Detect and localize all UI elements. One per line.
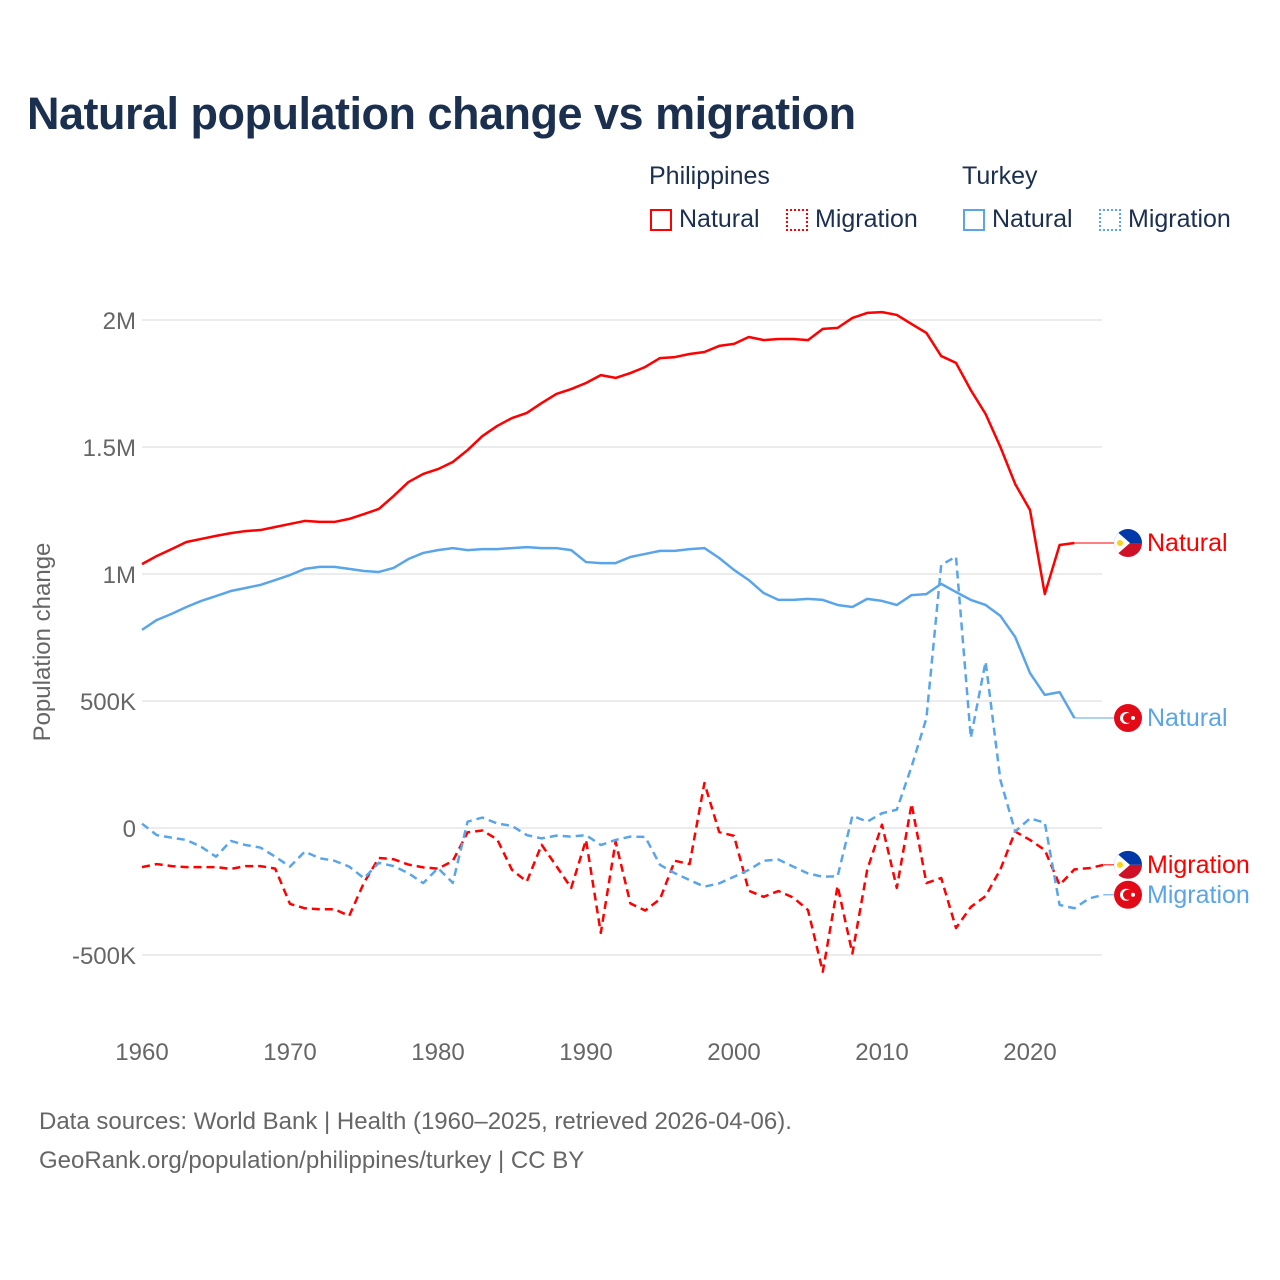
y-tick-label: 1.5M — [83, 435, 136, 462]
x-tick-label: 1970 — [263, 1039, 316, 1066]
philippines-flag-icon — [1114, 850, 1142, 879]
footer-sources: Data sources: World Bank | Health (1960–… — [39, 1108, 792, 1135]
end-label-philippines-migration: Migration — [1147, 851, 1250, 879]
chart-title: Natural population change vs migration — [27, 88, 856, 139]
end-label-turkey-natural: Natural — [1147, 704, 1228, 732]
legend-swatch-solid-red — [650, 208, 672, 231]
flag-crescent-inner — [1123, 713, 1133, 724]
turkey-flag-icon — [1114, 704, 1142, 733]
legend-group-turkey: Turkey — [962, 162, 1038, 190]
end-label-turkey-migration: Migration — [1147, 881, 1250, 909]
x-tick-label: 2000 — [707, 1039, 760, 1066]
x-tick-label: 2010 — [855, 1039, 908, 1066]
legend-swatch-dotted-blue — [1099, 208, 1121, 231]
series-line-philippines-migration — [141, 781, 1105, 974]
legend-group-philippines: Philippines — [649, 162, 770, 190]
y-tick-label: 1M — [103, 562, 136, 589]
legend-swatch-solid-blue — [963, 208, 985, 231]
legend-item-turkey-migration[interactable]: Migration — [1099, 205, 1231, 234]
end-label-philippines-natural: Natural — [1147, 529, 1228, 557]
legend-item-philippines-natural[interactable]: Natural — [650, 205, 760, 234]
flag-body — [1114, 529, 1142, 558]
philippines-flag-icon — [1114, 529, 1142, 558]
x-tick-label: 2020 — [1003, 1039, 1056, 1066]
legend-label: Migration — [815, 205, 918, 233]
flag-star — [1131, 892, 1135, 897]
flag-body — [1114, 850, 1142, 879]
series-line-turkey-migration — [141, 555, 1105, 910]
legend-swatch-dotted-red — [786, 208, 808, 231]
footer-attribution: GeoRank.org/population/philippines/turke… — [39, 1147, 585, 1174]
legend-item-turkey-natural[interactable]: Natural — [963, 205, 1073, 234]
legend-label: Natural — [992, 205, 1073, 233]
x-tick-label: 1960 — [115, 1039, 168, 1066]
flag-sun — [1117, 861, 1123, 868]
legend-label: Natural — [679, 205, 760, 233]
y-tick-label: 0 — [123, 816, 136, 843]
y-tick-label: -500K — [72, 943, 136, 970]
x-tick-label: 1980 — [411, 1039, 464, 1066]
flag-sun — [1117, 540, 1123, 547]
turkey-flag-icon — [1114, 880, 1142, 909]
series-line-philippines-natural — [141, 310, 1075, 596]
x-tick-label: 1990 — [559, 1039, 612, 1066]
y-axis-label: Population change — [29, 543, 56, 742]
legend-label: Migration — [1128, 205, 1231, 233]
y-tick-label: 2M — [103, 308, 136, 335]
legend-item-philippines-migration[interactable]: Migration — [786, 205, 918, 234]
series-line-turkey-natural — [141, 545, 1076, 719]
flag-crescent-inner — [1123, 889, 1133, 900]
y-tick-label: 500K — [80, 689, 136, 716]
flag-star — [1131, 716, 1135, 721]
